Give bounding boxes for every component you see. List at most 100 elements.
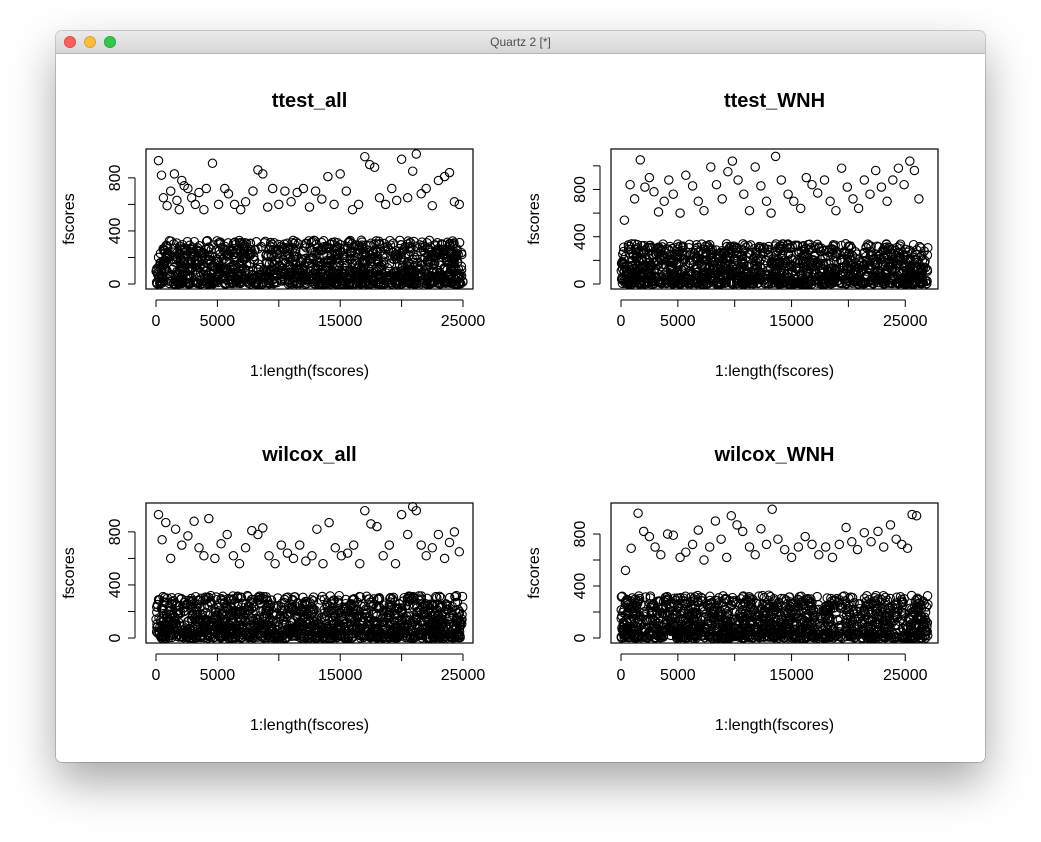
- scatter-point: [240, 543, 251, 553]
- x-tick-label: 0: [152, 667, 161, 684]
- scatter-point: [396, 154, 407, 165]
- y-tick-label: 0: [572, 279, 589, 288]
- scatter-point: [201, 183, 212, 194]
- scatter-point: [814, 550, 824, 560]
- scatter-point: [444, 167, 455, 178]
- scatter-point: [183, 183, 193, 194]
- scatter-point: [312, 524, 322, 534]
- dense-point-cloud: [616, 239, 933, 289]
- scatter-point: [213, 199, 224, 210]
- scatter-point: [626, 543, 636, 554]
- scatter-point: [276, 540, 287, 550]
- scatter-point: [786, 552, 797, 563]
- scatter-point: [650, 542, 660, 552]
- scatter-point: [270, 558, 280, 569]
- scatter-point: [407, 166, 418, 176]
- close-button[interactable]: [64, 36, 76, 48]
- scatter-point: [449, 527, 460, 537]
- scatter-point: [629, 194, 640, 204]
- scatter-point: [364, 159, 375, 170]
- scatter-point: [699, 205, 709, 216]
- scatter-point: [341, 186, 352, 196]
- scatter-point: [169, 169, 180, 179]
- x-axis-label: 1:length(fscores): [250, 717, 369, 734]
- scatter-point: [402, 529, 413, 540]
- scatter-point: [866, 537, 876, 547]
- scatter-point: [240, 197, 251, 207]
- scatter-point: [865, 189, 875, 199]
- zoom-button[interactable]: [104, 36, 116, 48]
- scatter-point: [262, 202, 273, 212]
- scatter-point: [177, 175, 187, 186]
- scatter-point: [834, 539, 845, 550]
- scatter-point: [773, 534, 783, 544]
- scatter-point: [199, 551, 209, 561]
- y-axis-label: fscores: [526, 547, 543, 599]
- scatter-point: [721, 552, 732, 563]
- scatter-point: [911, 511, 922, 521]
- scatter-point: [253, 529, 263, 540]
- scatter-point: [800, 531, 810, 542]
- scatter-point: [644, 531, 655, 542]
- scatter-point: [189, 516, 199, 527]
- scatter-point: [165, 553, 176, 564]
- scatter-point: [693, 525, 704, 535]
- scatter-panel-3: 0 5000 15000 25000 0 400 800 wilcox_all 1:length…: [61, 444, 485, 734]
- scatter-point: [635, 155, 646, 165]
- scatter-point: [766, 208, 776, 218]
- app-window: Quartz 2 [*] 0 5000 15000 25000 0 400 800 ttest…: [56, 31, 985, 762]
- scatter-point: [288, 553, 299, 564]
- scatter-point: [421, 183, 431, 194]
- scatter-point: [716, 534, 726, 544]
- scatter-point: [681, 547, 691, 557]
- scatter-point: [391, 195, 402, 206]
- scatter-point: [421, 551, 431, 561]
- scatter-point: [207, 158, 218, 169]
- scatter-point: [776, 175, 787, 185]
- scatter-point: [310, 186, 321, 196]
- minimize-button[interactable]: [84, 36, 96, 48]
- scatter-point: [411, 149, 422, 159]
- scatter-point: [387, 183, 397, 194]
- scatter-point: [801, 172, 812, 183]
- scatter-point: [909, 165, 920, 176]
- scatter-point: [324, 517, 334, 528]
- scatter-point: [427, 543, 438, 553]
- x-tick-label: 25000: [883, 313, 928, 330]
- scatter-point: [280, 186, 290, 196]
- scatter-point: [640, 182, 650, 192]
- scatter-point: [444, 537, 455, 548]
- scatter-point: [820, 542, 831, 552]
- title-bar[interactable]: Quartz 2 [*]: [56, 31, 985, 54]
- scatter-point: [416, 540, 426, 550]
- scatter-point: [687, 539, 698, 550]
- scatter-point: [153, 509, 164, 520]
- scatter-point: [174, 204, 185, 215]
- y-axis-label: fscores: [61, 193, 78, 245]
- scatter-point: [264, 551, 274, 561]
- scatter-point: [433, 529, 444, 540]
- y-tick-label: 800: [572, 176, 589, 203]
- dense-point-cloud: [151, 235, 468, 289]
- plot-canvas: 0 5000 15000 25000 0 400 800 ttest_all 1:length(…: [56, 54, 985, 762]
- x-tick-label: 15000: [769, 313, 814, 330]
- scatter-point: [656, 550, 666, 560]
- x-tick-label: 5000: [200, 313, 236, 330]
- scatter-point: [727, 156, 738, 166]
- scatter-point: [807, 179, 817, 190]
- scatter-point: [301, 556, 311, 566]
- scatter-panel-4: 0 5000 15000 25000 0 400 800 wilcox_WNH 1:length…: [526, 444, 939, 734]
- scatter-point: [199, 204, 209, 215]
- x-tick-label: 25000: [883, 667, 928, 684]
- scatter-point: [687, 181, 698, 191]
- y-tick-label: 0: [107, 279, 124, 288]
- x-tick-label: 0: [152, 313, 161, 330]
- scatter-point: [330, 543, 341, 553]
- scatter-panel-1: 0 5000 15000 25000 0 400 800 ttest_all 1:length(…: [61, 90, 485, 380]
- scatter-point: [783, 189, 793, 199]
- scatter-point: [841, 522, 851, 533]
- scatter-point: [619, 215, 630, 225]
- scatter-point: [897, 539, 907, 550]
- scatter-point: [873, 526, 883, 537]
- y-axis-label: fscores: [526, 193, 543, 245]
